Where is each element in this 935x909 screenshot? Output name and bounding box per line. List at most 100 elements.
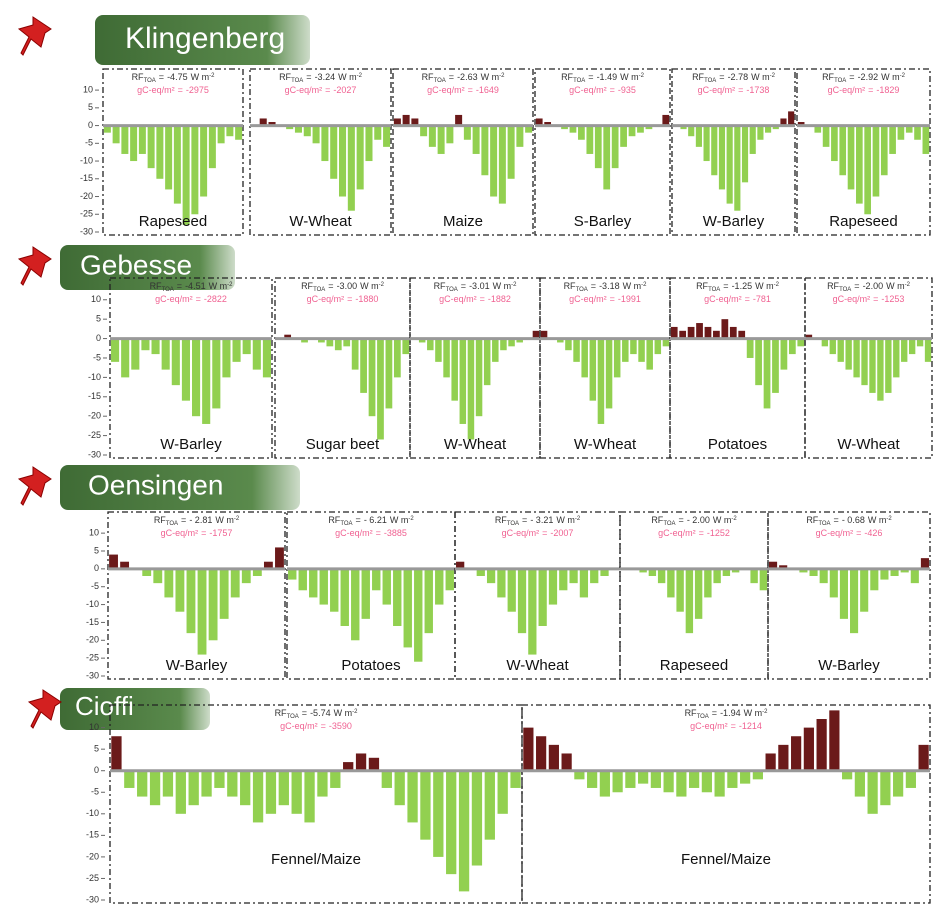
bar	[490, 125, 498, 197]
rf-eq: =	[461, 281, 466, 291]
bar	[483, 338, 491, 386]
panel-frame	[804, 277, 933, 459]
bar	[351, 338, 359, 370]
bar	[772, 338, 779, 393]
y-tick-label: -25	[88, 430, 101, 440]
rf-sub: TOA	[507, 521, 519, 527]
rf-sub: TOA	[818, 521, 830, 527]
bar	[714, 770, 725, 797]
gc-prefix: gC-eq/m²	[307, 294, 345, 304]
rf-sub: TOA	[576, 287, 588, 293]
bar	[755, 338, 762, 386]
rf-value: - 3.21	[530, 515, 553, 525]
bar	[557, 338, 564, 343]
y-tick-label: 5	[88, 102, 93, 112]
rf-eq: =	[177, 281, 182, 291]
bar	[498, 125, 506, 204]
gc-eq: =	[745, 294, 750, 304]
y-tick-label: -20	[88, 411, 101, 421]
bar	[151, 338, 160, 355]
bar	[721, 319, 729, 339]
bar	[704, 326, 712, 339]
bar	[822, 125, 830, 147]
bar	[208, 125, 216, 169]
crop-label: Rapeseed	[139, 213, 207, 230]
bar	[109, 554, 118, 569]
bar	[797, 122, 805, 126]
crop-label: S-Barley	[574, 213, 632, 230]
bar	[121, 338, 130, 378]
bar	[803, 727, 814, 771]
bar	[561, 125, 568, 130]
bar	[240, 770, 251, 806]
y-tick-label: -5	[85, 138, 93, 148]
bar	[120, 561, 130, 569]
gc-prefix: gC-eq/m²	[828, 85, 866, 95]
bar	[312, 125, 320, 144]
bar	[703, 125, 710, 162]
rf-sub: TOA	[446, 287, 458, 293]
bar	[427, 338, 434, 351]
bar	[831, 125, 838, 162]
rf-label: RFTOA = - 6.21 W m-2	[328, 515, 414, 526]
bar	[268, 122, 276, 126]
bar	[319, 568, 328, 605]
rf-unit: W m	[886, 281, 905, 291]
rf-prefix: RF	[132, 72, 144, 82]
bar	[799, 568, 808, 573]
bar	[340, 568, 349, 626]
gc-prefix: gC-eq/m²	[569, 85, 607, 95]
bar	[901, 338, 908, 362]
bar	[816, 719, 827, 771]
rf-unit: W m	[623, 281, 642, 291]
gc-prefix: gC-eq/m²	[704, 294, 742, 304]
bar	[687, 326, 695, 339]
bar	[418, 338, 426, 343]
gc-eq: =	[178, 85, 183, 95]
rf-label: RFTOA = -3.00 W m-2	[301, 281, 385, 292]
bar	[920, 558, 929, 569]
bar	[372, 568, 381, 591]
bar	[330, 568, 339, 612]
gc-value: -1253	[881, 294, 904, 304]
bar	[860, 568, 869, 612]
gc-value: -2975	[186, 85, 209, 95]
gc-label: gC-eq/m² = -1738	[698, 85, 770, 95]
gc-prefix: gC-eq/m²	[285, 85, 323, 95]
gc-label: gC-eq/m² = -1649	[427, 85, 499, 95]
bar	[492, 338, 499, 362]
bar	[394, 770, 405, 806]
rf-value: -4.75	[167, 72, 188, 82]
bar	[476, 568, 485, 576]
bar	[475, 338, 483, 417]
rf-prefix: RF	[495, 515, 507, 525]
bar	[472, 125, 480, 154]
rf-prefix: RF	[806, 515, 818, 525]
y-tick-label: 10	[91, 294, 101, 304]
bar	[662, 114, 670, 126]
bar	[523, 727, 534, 771]
rf-eq: =	[719, 72, 724, 82]
rf-exp: -2	[886, 516, 892, 522]
crop-label: Fennel/Maize	[681, 851, 771, 868]
rf-unit: W m	[334, 708, 353, 718]
bar	[910, 568, 919, 584]
rf-eq: =	[679, 515, 684, 525]
crop-label: Sugar beet	[306, 436, 380, 453]
bar	[486, 568, 496, 584]
gc-label: gC-eq/m² = -1991	[569, 294, 641, 304]
bar	[232, 338, 241, 362]
bar	[650, 770, 661, 788]
rf-unit: W m	[191, 72, 210, 82]
bar	[749, 125, 756, 154]
bar	[402, 114, 410, 126]
bar	[263, 561, 273, 569]
bar	[507, 125, 515, 179]
y-tick-label: -5	[93, 352, 101, 362]
bar	[548, 744, 559, 771]
y-tick-label: -15	[86, 617, 99, 627]
bar	[420, 125, 428, 137]
bar	[645, 125, 653, 130]
bar	[262, 338, 271, 378]
bar	[880, 568, 889, 580]
